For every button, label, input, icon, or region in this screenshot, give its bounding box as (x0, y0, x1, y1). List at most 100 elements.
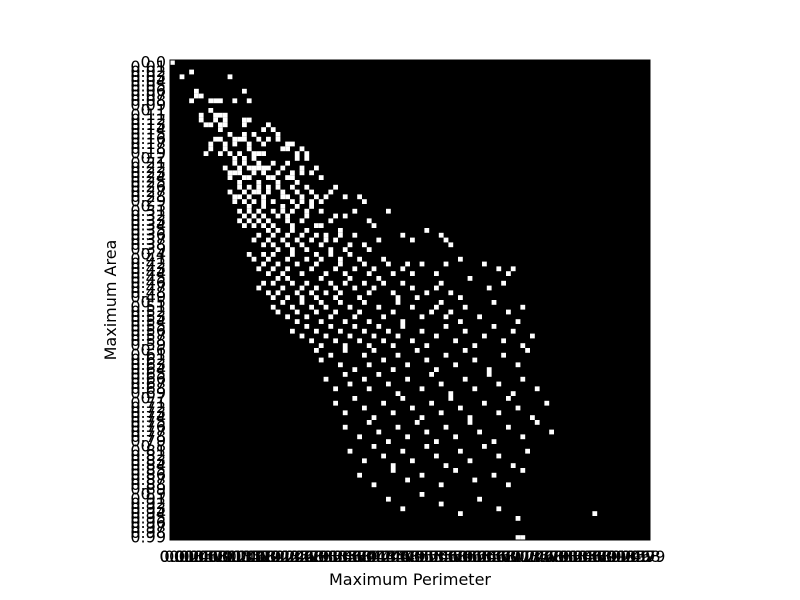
heatmap-cell (227, 151, 233, 156)
x-tick-label: 0.26 (279, 547, 315, 566)
heatmap-cell (266, 136, 271, 142)
y-tick-label: 0.68 (130, 379, 166, 398)
heatmap-cell (290, 170, 295, 176)
y-tick-label: 0.74 (130, 408, 166, 427)
heatmap-cell (285, 175, 290, 180)
heatmap-cell (275, 290, 281, 296)
heatmap-cell (506, 482, 511, 488)
heatmap-cell (280, 204, 286, 209)
y-tick-label: 0.02 (130, 62, 166, 81)
heatmap-cell (419, 386, 425, 392)
heatmap-cell (285, 213, 290, 219)
heatmap-cell (314, 309, 319, 315)
heatmap-cell (506, 309, 511, 315)
heatmap-cell (261, 204, 266, 209)
heatmap-cell (328, 189, 334, 195)
y-tick-label: 0.76 (130, 417, 166, 436)
x-tick-label: 0.3 (304, 547, 329, 566)
y-tick-label: 0.73 (130, 403, 166, 422)
heatmap-cell (290, 208, 295, 214)
x-tick-label: 0.79 (534, 547, 570, 566)
heatmap-cell (304, 151, 310, 156)
x-tick-label: 0.44 (366, 547, 402, 566)
heatmap-cell (458, 448, 463, 454)
x-tick-label: 0.61 (447, 547, 483, 566)
heatmap-cell (246, 194, 252, 200)
x-tick-label: 0.88 (577, 547, 613, 566)
heatmap-cell (328, 252, 334, 257)
heatmap-cell (270, 160, 276, 166)
heatmap-cell (496, 453, 502, 459)
heatmap-cell (222, 141, 228, 147)
x-tick-label: 0.84 (558, 547, 594, 566)
heatmap-cell (290, 199, 295, 204)
heatmap-cell (496, 381, 502, 387)
heatmap-cell (280, 300, 286, 305)
heatmap-cell (342, 194, 348, 200)
heatmap-cell (294, 319, 300, 324)
heatmap-cell (314, 232, 319, 238)
heatmap-cell (462, 328, 468, 334)
heatmap-cell (357, 309, 362, 315)
x-tick-label: 0.39 (342, 547, 378, 566)
heatmap-cell (280, 194, 286, 200)
x-tick-label: 0.99 (630, 547, 666, 566)
x-tick-label: 0.69 (486, 547, 522, 566)
heatmap-cell (304, 280, 310, 286)
heatmap-cell (227, 170, 233, 176)
heatmap-cell (290, 247, 295, 252)
heatmap-cell (395, 352, 401, 358)
heatmap-cell (448, 391, 454, 396)
y-tick-label: 0.23 (130, 163, 166, 182)
x-tick-label: 0.03 (169, 547, 205, 566)
heatmap-cell (232, 199, 238, 204)
heatmap-cell (338, 362, 343, 368)
heatmap-cell (227, 175, 233, 180)
y-tick-label: 0.18 (130, 139, 166, 158)
heatmap-cell (314, 261, 319, 267)
heatmap-cell (218, 112, 223, 118)
y-tick-label: 0.01 (130, 57, 166, 76)
heatmap-cell (304, 184, 310, 190)
heatmap-cell (309, 237, 314, 243)
heatmap-cell (246, 117, 252, 123)
heatmap-cell (352, 396, 358, 401)
heatmap-cell (246, 208, 252, 214)
x-tick-label: 0.38 (337, 547, 373, 566)
heatmap-cell (256, 180, 262, 185)
x-tick-label: 0.85 (563, 547, 599, 566)
heatmap-cell (347, 448, 353, 454)
heatmap-cell (338, 328, 343, 334)
heatmap-cell (448, 290, 454, 296)
heatmap-cell (458, 319, 463, 324)
heatmap-cell (237, 184, 242, 190)
y-tick-label: 0.3 (141, 196, 166, 215)
heatmap-cell (458, 511, 463, 516)
heatmap-cell (213, 117, 218, 123)
heatmap-cell (357, 295, 362, 300)
heatmap-cell (232, 194, 238, 200)
x-tick-label: 0.12 (212, 547, 248, 566)
heatmap-cell (270, 232, 276, 238)
heatmap-cell (294, 261, 300, 267)
heatmap-cell (405, 261, 410, 267)
x-tick-label: 0.6 (448, 547, 473, 566)
heatmap-cell (237, 170, 242, 176)
heatmap-cell (395, 333, 401, 339)
heatmap-cell (482, 261, 487, 267)
heatmap-cell (419, 472, 425, 478)
heatmap-cell (285, 256, 290, 262)
y-tick-label: 0.45 (130, 268, 166, 287)
heatmap-cell (266, 175, 271, 180)
x-tick-label: 0.58 (433, 547, 469, 566)
x-tick-label: 0.09 (198, 547, 234, 566)
heatmap-cell (232, 136, 238, 142)
x-tick-label: 0.8 (544, 547, 569, 566)
x-tick-label: 0.05 (179, 547, 215, 566)
y-tick-label: 0.8 (141, 436, 166, 455)
x-tick-label: 0.08 (193, 547, 229, 566)
heatmap-cell (237, 218, 242, 224)
y-tick-label: 0.22 (130, 158, 166, 177)
x-tick-label: 0.82 (548, 547, 584, 566)
heatmap-cell (275, 309, 281, 315)
